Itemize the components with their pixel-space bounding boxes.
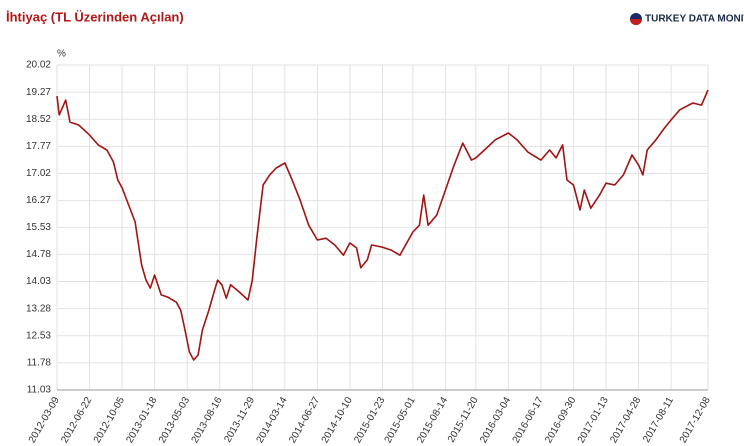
y-tick-label: 11.03 [27, 385, 52, 396]
x-tick-label: 2013-08-16 [190, 395, 225, 445]
y-tick-label: 16.27 [26, 195, 51, 206]
brand-logo-half [630, 19, 642, 25]
y-axis-label: % [57, 49, 66, 60]
y-tick-label: 14.03 [26, 276, 51, 287]
x-tick-label: 2017-01-13 [576, 395, 611, 445]
x-tick-label: 2015-01-23 [352, 395, 387, 445]
y-tick-label: 17.02 [26, 168, 51, 179]
x-tick-label: 2017-08-11 [641, 395, 676, 445]
x-tick-label: 2012-10-05 [92, 395, 127, 445]
data-line [56, 89, 709, 361]
y-tick-label: 17.77 [26, 141, 51, 152]
x-tick-label: 2015-05-01 [383, 395, 418, 445]
x-tick-label: 2016-09-30 [543, 395, 578, 445]
x-tick-label: 2014-03-14 [255, 395, 290, 445]
x-tick-label: 2013-05-03 [157, 395, 192, 445]
y-tick-label: 20.02 [26, 60, 51, 71]
x-tick-label: 2014-06-27 [287, 395, 322, 445]
x-tick-label: 2017-12-08 [678, 395, 713, 445]
x-tick-label: 2016-03-04 [478, 395, 513, 445]
y-tick-label: 15.53 [26, 222, 51, 233]
x-tick-label: 2014-10-10 [320, 395, 355, 445]
x-tick-label: 2013-01-18 [124, 395, 159, 445]
chart-title: İhtiyaç (TL Üzerinden Açılan) [6, 9, 184, 24]
y-tick-label: 11.78 [27, 358, 52, 369]
x-tick-label: 2012-03-09 [27, 395, 62, 445]
x-tick-label: 2017-04-28 [608, 395, 643, 445]
x-tick-label: 2016-06-17 [511, 395, 546, 445]
x-tick-label: 2012-06-22 [59, 395, 94, 445]
y-tick-label: 19.27 [26, 87, 51, 98]
y-tick-label: 14.78 [26, 249, 51, 260]
brand-name: TURKEY DATA MONITOR [645, 14, 744, 25]
y-tick-label: 12.53 [26, 330, 51, 341]
x-tick-label: 2013-11-29 [222, 395, 257, 445]
y-tick-label: 18.52 [26, 114, 51, 125]
x-tick-label: 2015-11-20 [446, 395, 481, 445]
y-tick-label: 13.28 [26, 303, 51, 314]
x-tick-label: 2015-08-14 [415, 395, 450, 445]
